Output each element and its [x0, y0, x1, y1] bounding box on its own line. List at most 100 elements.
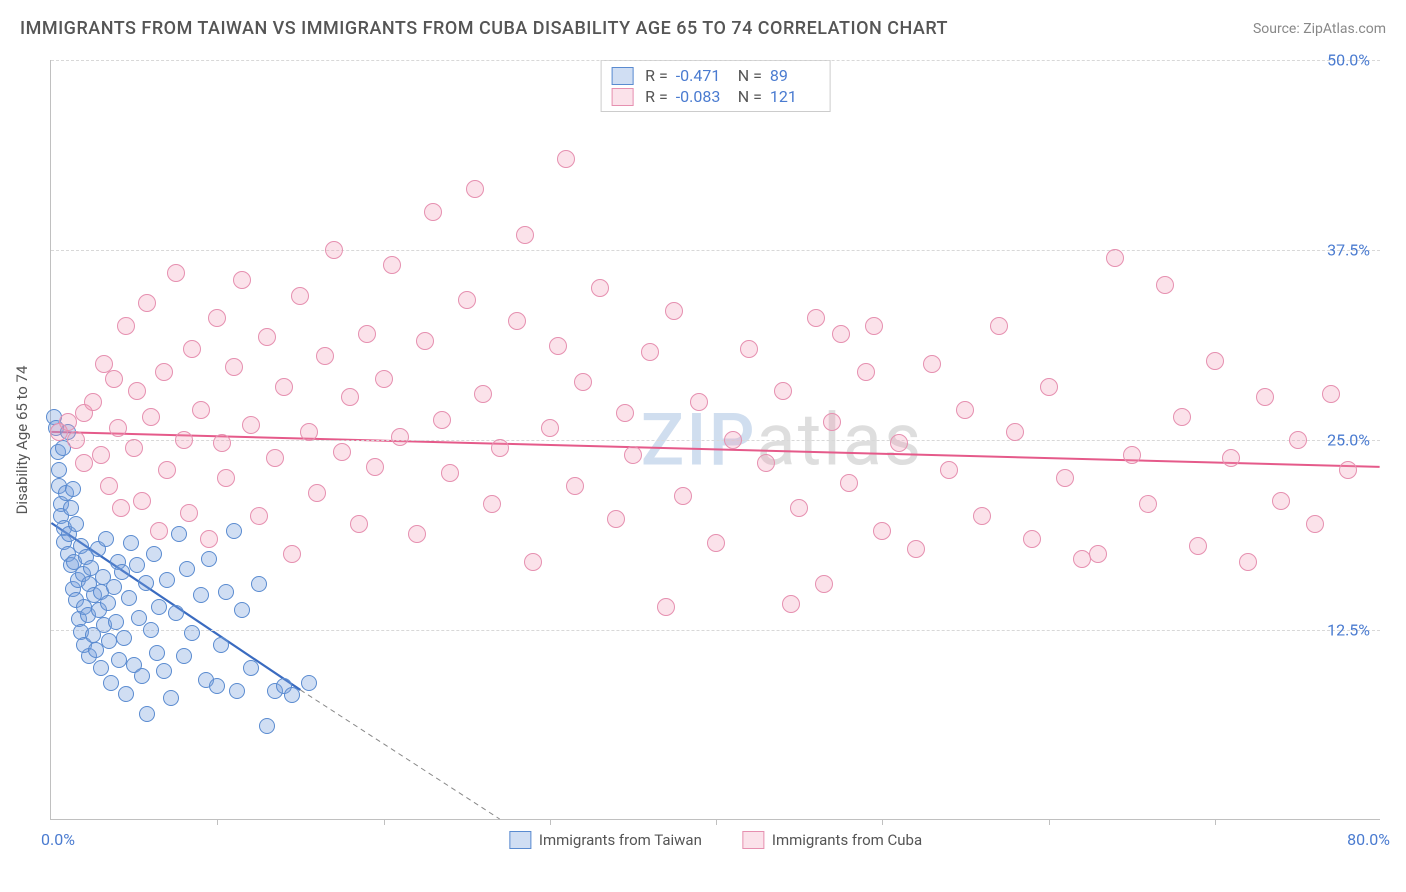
cuba-point: [291, 287, 309, 305]
legend-stats-row-taiwan: R =-0.471N =89: [611, 65, 820, 86]
x-tick: [716, 819, 717, 825]
cuba-point: [549, 337, 567, 355]
taiwan-point: [259, 718, 275, 734]
n-label: N =: [738, 66, 762, 85]
y-axis-label: Disability Age 65 to 74: [13, 366, 31, 515]
cuba-point: [308, 484, 326, 502]
cuba-point: [112, 499, 130, 517]
cuba-point: [383, 256, 401, 274]
cuba-point: [458, 291, 476, 309]
taiwan-point: [179, 561, 195, 577]
cuba-point: [133, 492, 151, 510]
taiwan-point: [301, 675, 317, 691]
cuba-point: [890, 434, 908, 452]
cuba-point: [1156, 276, 1174, 294]
cuba-point: [873, 522, 891, 540]
cuba-point: [250, 507, 268, 525]
cuba-point: [1206, 352, 1224, 370]
grid-line: [51, 440, 1380, 441]
x-tick: [384, 819, 385, 825]
cuba-point: [865, 317, 883, 335]
cuba-point: [774, 382, 792, 400]
cuba-point: [142, 408, 160, 426]
cuba-point: [275, 378, 293, 396]
cuba-point: [624, 446, 642, 464]
cuba-point: [1289, 431, 1307, 449]
cuba-point: [138, 294, 156, 312]
cuba-point: [491, 439, 509, 457]
cuba-point: [1189, 537, 1207, 555]
taiwan-point: [63, 500, 79, 516]
cuba-point: [1173, 408, 1191, 426]
cuba-point: [907, 540, 925, 558]
cuba-point: [84, 393, 102, 411]
taiwan-point: [121, 590, 137, 606]
taiwan-point: [201, 551, 217, 567]
cuba-point: [366, 458, 384, 476]
taiwan-point: [51, 462, 67, 478]
cuba-point: [325, 241, 343, 259]
cuba-point: [100, 477, 118, 495]
chart-title: IMMIGRANTS FROM TAIWAN VS IMMIGRANTS FRO…: [20, 18, 948, 39]
cuba-point: [150, 522, 168, 540]
taiwan-swatch-icon: [509, 831, 531, 849]
scatter-chart: ZIPatlas R =-0.471N =89R =-0.083N =121 0…: [50, 60, 1380, 820]
cuba-point: [1023, 530, 1041, 548]
x-end-label: 80.0%: [1347, 830, 1390, 849]
cuba-point: [483, 495, 501, 513]
cuba-point: [940, 461, 958, 479]
taiwan-point: [226, 523, 242, 539]
taiwan-point: [118, 686, 134, 702]
cuba-point: [433, 411, 451, 429]
taiwan-point: [111, 652, 127, 668]
cuba-point: [1322, 385, 1340, 403]
cuba-point: [158, 461, 176, 479]
grid-line: [51, 60, 1380, 61]
taiwan-point: [123, 535, 139, 551]
taiwan-legend-label: Immigrants from Taiwan: [539, 831, 702, 849]
legend-item-cuba: Immigrants from Cuba: [742, 831, 922, 849]
cuba-point: [105, 370, 123, 388]
x-tick: [882, 819, 883, 825]
legend-item-taiwan: Immigrants from Taiwan: [509, 831, 702, 849]
taiwan-point: [134, 668, 150, 684]
taiwan-point: [98, 531, 114, 547]
taiwan-point: [163, 690, 179, 706]
cuba-point: [1306, 515, 1324, 533]
cuba-point: [574, 373, 592, 391]
r-label: R =: [645, 87, 668, 106]
x-tick: [1215, 819, 1216, 825]
cuba-point: [117, 317, 135, 335]
cuba-point: [316, 347, 334, 365]
cuba-n-value: 121: [770, 87, 820, 106]
cuba-point: [408, 525, 426, 543]
cuba-point: [300, 423, 318, 441]
cuba-point: [167, 264, 185, 282]
cuba-point: [175, 431, 193, 449]
cuba-legend-label: Immigrants from Cuba: [772, 831, 922, 849]
cuba-point: [350, 515, 368, 533]
cuba-r-value: -0.083: [676, 87, 726, 106]
x-tick: [550, 819, 551, 825]
cuba-point: [1272, 492, 1290, 510]
taiwan-point: [151, 599, 167, 615]
cuba-point: [258, 328, 276, 346]
cuba-point: [1123, 446, 1141, 464]
taiwan-point: [156, 663, 172, 679]
cuba-point: [657, 598, 675, 616]
cuba-point: [474, 385, 492, 403]
cuba-swatch: [611, 88, 633, 106]
cuba-point: [283, 545, 301, 563]
cuba-point: [75, 454, 93, 472]
cuba-point: [375, 370, 393, 388]
cuba-point: [441, 464, 459, 482]
cuba-point: [242, 416, 260, 434]
cuba-point: [1256, 388, 1274, 406]
cuba-point: [840, 474, 858, 492]
cuba-point: [1073, 550, 1091, 568]
cuba-point: [1056, 469, 1074, 487]
source-label: Source: ZipAtlas.com: [1253, 21, 1386, 37]
taiwan-point: [218, 584, 234, 600]
y-tick-label: 37.5%: [1327, 241, 1370, 260]
cuba-point: [333, 443, 351, 461]
